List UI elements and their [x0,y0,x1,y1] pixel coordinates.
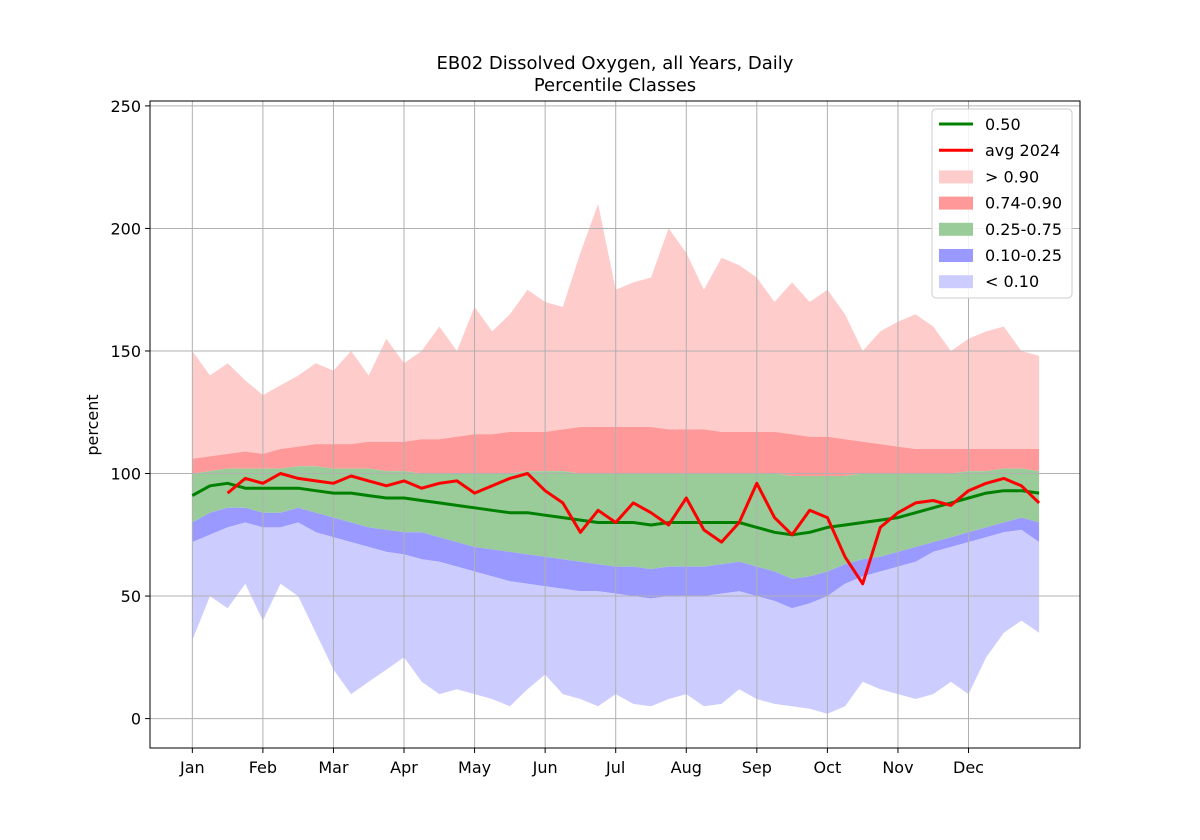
chart-title: EB02 Dissolved Oxygen, all Years, Daily [437,53,794,74]
legend-swatch-patch [939,222,973,236]
x-tick-label: Aug [671,758,702,777]
y-axis: 0 50 100 150 200 250 [110,97,150,729]
x-tick-label: Sep [742,758,772,777]
legend-label: < 0.10 [985,272,1039,291]
y-tick-label: 50 [121,587,141,606]
x-tick-label: Apr [390,758,418,777]
chart-subtitle: Percentile Classes [534,75,696,96]
y-axis-label: percent [83,394,102,455]
legend-swatch-patch [939,275,973,289]
x-tick-label: Oct [814,758,842,777]
legend-swatch-patch [939,170,973,184]
y-tick-label: 200 [110,219,141,238]
legend: 0.50 avg 2024 > 0.90 0.74-0.90 0.25-0.75 0.10… [931,108,1073,299]
legend-label: 0.25-0.75 [985,220,1062,239]
x-tick-label: Dec [953,758,984,777]
y-tick-label: 250 [110,97,141,116]
grid-lines [150,101,1080,748]
x-axis: Jan Feb Mar Apr May Jun Jul Aug Sep Oct Nov Dec [179,748,984,777]
legend-label: avg 2024 [985,141,1060,160]
x-tick-label: Feb [249,758,277,777]
avg-2024-line [226,472,1041,586]
legend-swatch-patch [939,196,973,210]
y-tick-label: 0 [131,710,141,729]
series-lines [191,472,1041,586]
x-tick-label: Nov [882,758,913,777]
x-tick-label: Jan [179,758,205,777]
y-tick-label: 100 [110,465,141,484]
legend-label: 0.74-0.90 [985,194,1062,213]
x-tick-label: May [458,758,491,777]
plot-frame [149,100,1081,749]
x-tick-label: Jul [605,758,625,777]
legend-swatch-patch [939,249,973,262]
y-tick-label: 150 [110,342,141,361]
x-tick-label: Mar [318,758,349,777]
x-tick-label: Jun [532,758,558,777]
legend-label: 0.10-0.25 [985,246,1062,265]
legend-label: 0.50 [985,115,1021,134]
legend-label: > 0.90 [985,167,1039,186]
